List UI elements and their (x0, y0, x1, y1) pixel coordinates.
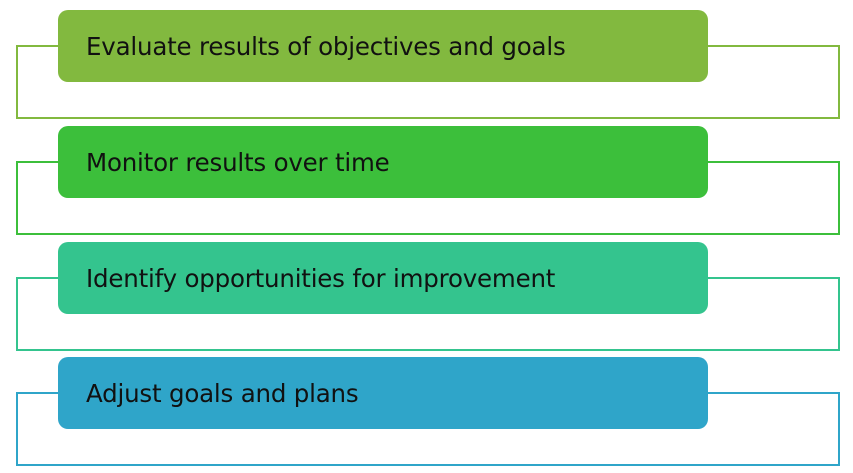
step-2-box: Monitor results over time (58, 126, 708, 198)
process-step-2: Monitor results over time (0, 126, 853, 242)
step-4-box: Adjust goals and plans (58, 357, 708, 429)
step-2-label: Monitor results over time (86, 147, 390, 177)
process-step-1: Evaluate results of objectives and goals (0, 10, 853, 126)
step-4-label: Adjust goals and plans (86, 378, 359, 408)
process-step-3: Identify opportunities for improvement (0, 242, 853, 358)
process-step-4: Adjust goals and plans (0, 357, 853, 473)
step-1-box: Evaluate results of objectives and goals (58, 10, 708, 82)
step-1-label: Evaluate results of objectives and goals (86, 31, 566, 61)
step-3-label: Identify opportunities for improvement (86, 263, 556, 293)
step-3-box: Identify opportunities for improvement (58, 242, 708, 314)
